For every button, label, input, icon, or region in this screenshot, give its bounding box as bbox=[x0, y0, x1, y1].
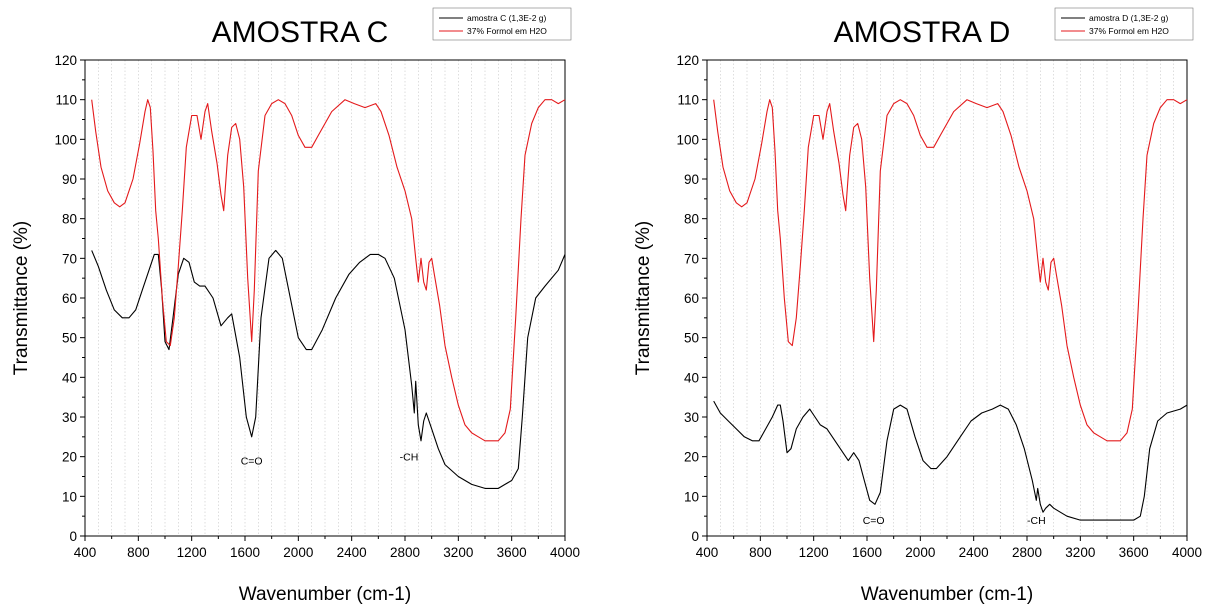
chart-panel-amostra-d: AMOSTRA D 400 800 1200 1600 2000 2400 2800 3200 3… bbox=[627, 0, 1221, 612]
y-tick-label: 10 bbox=[62, 489, 77, 504]
chart-title: AMOSTRA C bbox=[212, 16, 389, 49]
grid-lines bbox=[720, 60, 1174, 536]
series-line-1 bbox=[713, 99, 1188, 442]
y-tick-label: 20 bbox=[684, 450, 699, 465]
y-tick-label: 110 bbox=[55, 93, 77, 108]
y-tick-label: 30 bbox=[684, 410, 699, 425]
x-tick-label: 2400 bbox=[337, 545, 367, 560]
x-tick-label: 3200 bbox=[443, 545, 473, 560]
y-tick-label: 60 bbox=[62, 291, 77, 306]
legend-entry: amostra D (1,3E-2 g) bbox=[1089, 13, 1169, 23]
x-tick-label: 2800 bbox=[390, 545, 420, 560]
x-tick-label: 1200 bbox=[799, 545, 829, 560]
y-tick-label: 80 bbox=[62, 212, 77, 227]
x-tick-label: 2000 bbox=[283, 545, 313, 560]
annotation-label: C=O bbox=[241, 456, 263, 468]
y-tick-label: 120 bbox=[54, 53, 77, 68]
y-axis-label: Transmittance (%) bbox=[633, 221, 654, 376]
y-tick-label: 40 bbox=[684, 370, 699, 385]
grid-lines bbox=[98, 60, 552, 536]
y-tick-label: 0 bbox=[691, 529, 699, 544]
series-line-1 bbox=[91, 99, 566, 442]
x-tick-label: 2800 bbox=[1012, 545, 1042, 560]
y-tick-label: 100 bbox=[676, 132, 699, 147]
legend: amostra D (1,3E-2 g) 37% Formol em H2O bbox=[1054, 7, 1194, 41]
x-tick-label: 800 bbox=[749, 545, 772, 560]
y-tick-label: 40 bbox=[62, 370, 77, 385]
chart-panel-amostra-c: AMOSTRA C 400 800 1200 1600 2000 2400 2800 3200 3… bbox=[5, 0, 605, 612]
y-tick-label: 80 bbox=[684, 212, 699, 227]
y-tick-label: 100 bbox=[54, 132, 77, 147]
x-tick-label: 3600 bbox=[497, 545, 527, 560]
y-tick-label: 110 bbox=[677, 93, 699, 108]
x-tick-label: 4000 bbox=[550, 545, 580, 560]
y-tick-label: 70 bbox=[684, 251, 699, 266]
x-tick-label: 1200 bbox=[177, 545, 207, 560]
x-tick-label: 3600 bbox=[1119, 545, 1149, 560]
x-tick-label: 1600 bbox=[230, 545, 260, 560]
y-tick-label: 20 bbox=[62, 450, 77, 465]
y-tick-label: 50 bbox=[62, 331, 77, 346]
y-tick-label: 70 bbox=[62, 251, 77, 266]
legend: amostra C (1,3E-2 g) 37% Formol em H2O bbox=[432, 7, 572, 41]
x-axis-label: Wavenumber (cm-1) bbox=[239, 584, 411, 605]
y-tick-label: 90 bbox=[62, 172, 77, 187]
x-tick-label: 2400 bbox=[959, 545, 989, 560]
x-tick-label: 400 bbox=[74, 545, 97, 560]
annotation-label: -CH bbox=[400, 452, 419, 464]
y-tick-label: 30 bbox=[62, 410, 77, 425]
legend-entry: 37% Formol em H2O bbox=[1089, 26, 1169, 36]
y-tick-label: 120 bbox=[676, 53, 699, 68]
y-tick-label: 90 bbox=[684, 172, 699, 187]
x-tick-label: 1600 bbox=[852, 545, 882, 560]
legend-box bbox=[1054, 7, 1194, 41]
y-tick-label: 0 bbox=[69, 529, 77, 544]
y-tick-label: 60 bbox=[684, 291, 699, 306]
x-tick-label: 800 bbox=[127, 545, 150, 560]
x-tick-label: 4000 bbox=[1172, 545, 1202, 560]
legend-box bbox=[432, 7, 572, 41]
legend-entry: 37% Formol em H2O bbox=[467, 26, 547, 36]
series-line-0 bbox=[91, 249, 566, 489]
annotation-label: -CH bbox=[1027, 515, 1046, 527]
y-tick-label: 50 bbox=[684, 331, 699, 346]
legend-entry: amostra C (1,3E-2 g) bbox=[467, 13, 547, 23]
chart-title: AMOSTRA D bbox=[834, 16, 1011, 49]
series-line-0 bbox=[713, 400, 1188, 521]
x-tick-label: 2000 bbox=[905, 545, 935, 560]
y-tick-label: 10 bbox=[684, 489, 699, 504]
x-axis-label: Wavenumber (cm-1) bbox=[861, 584, 1033, 605]
x-tick-label: 400 bbox=[696, 545, 719, 560]
annotation-label: C=O bbox=[863, 515, 885, 527]
x-tick-label: 3200 bbox=[1065, 545, 1095, 560]
y-axis-label: Transmittance (%) bbox=[11, 221, 32, 376]
